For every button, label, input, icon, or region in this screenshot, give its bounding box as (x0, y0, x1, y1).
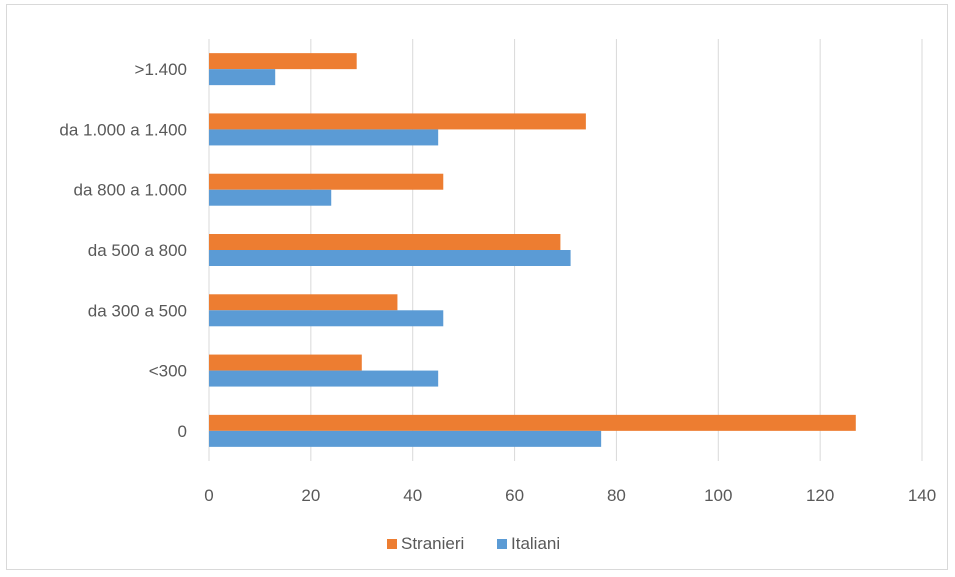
category-label: da 1.000 a 1.400 (59, 120, 187, 139)
bars (209, 53, 856, 447)
chart-frame: 0 <300 da 300 a 500 da 500 a 800 da 800 a 1.… (6, 4, 948, 570)
bar-italiani-4 (209, 189, 332, 206)
bar-chart: 0 <300 da 300 a 500 da 500 a 800 da 800 a 1.… (59, 39, 936, 553)
bar-stranieri-6 (209, 53, 357, 70)
x-tick-label: 140 (908, 486, 936, 505)
bar-italiani-2 (209, 310, 444, 327)
bar-stranieri-4 (209, 173, 444, 190)
bar-stranieri-5 (209, 113, 586, 130)
bar-stranieri-3 (209, 234, 561, 250)
legend: Stranieri Italiani (387, 534, 560, 553)
legend-label-stranieri: Stranieri (401, 534, 464, 553)
bar-stranieri-1 (209, 354, 362, 371)
category-label: 0 (178, 422, 187, 441)
category-label: da 500 a 800 (88, 241, 187, 260)
category-label: da 800 a 1.000 (74, 181, 187, 200)
legend-swatch-stranieri (387, 539, 397, 549)
x-tick-label: 80 (607, 486, 626, 505)
category-label: <300 (149, 362, 187, 381)
legend-swatch-italiani (497, 539, 507, 549)
bar-stranieri-0 (209, 414, 856, 431)
x-tick-label: 120 (806, 486, 834, 505)
bar-italiani-6 (209, 69, 276, 86)
bar-italiani-5 (209, 129, 439, 146)
x-tick-label: 20 (301, 486, 320, 505)
x-tick-labels: 0 20 40 60 80 100 120 140 (204, 486, 936, 505)
bar-italiani-3 (209, 250, 571, 266)
category-label: >1.400 (135, 60, 187, 79)
x-tick-label: 60 (505, 486, 524, 505)
bar-italiani-0 (209, 430, 602, 447)
x-tick-label: 40 (403, 486, 422, 505)
x-tick-label: 0 (204, 486, 213, 505)
bar-stranieri-2 (209, 294, 398, 311)
category-label: da 300 a 500 (88, 301, 187, 320)
legend-label-italiani: Italiani (511, 534, 560, 553)
bar-italiani-1 (209, 370, 439, 387)
x-tick-label: 100 (704, 486, 732, 505)
category-labels: 0 <300 da 300 a 500 da 500 a 800 da 800 a 1.… (59, 60, 187, 441)
